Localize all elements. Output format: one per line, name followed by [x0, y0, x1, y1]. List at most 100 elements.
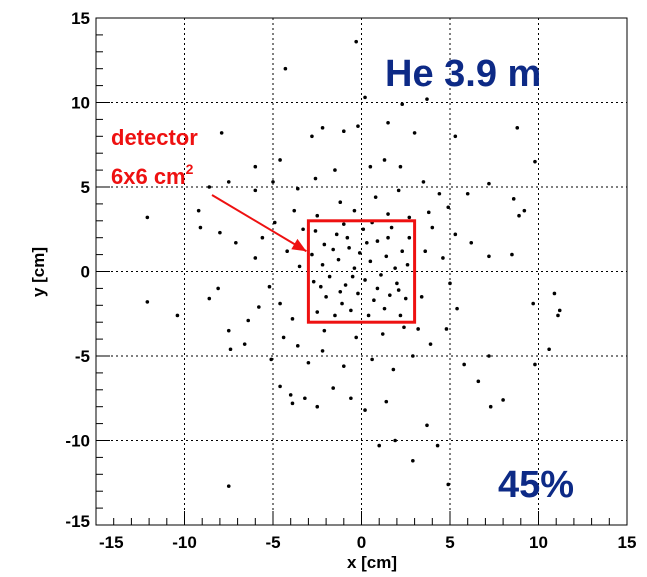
scatter-point	[384, 399, 389, 404]
scatter-point	[242, 342, 247, 346]
scatter-point	[352, 266, 357, 270]
scatter-point	[435, 443, 440, 448]
scatter-point	[396, 288, 401, 292]
scatter-point	[175, 313, 180, 318]
scatter-point	[411, 458, 415, 463]
scatter-point	[354, 39, 358, 44]
scatter-point	[322, 242, 327, 247]
scatter-point	[306, 360, 311, 365]
scatter-point	[372, 298, 376, 303]
scatter-point	[333, 313, 337, 318]
detector-size-text: 6x6 cm	[111, 164, 186, 189]
scatter-point	[357, 251, 362, 255]
scatter-point	[425, 423, 429, 428]
scatter-point	[384, 254, 389, 259]
gas-distance-label: He 3.9 m	[385, 53, 541, 95]
scatter-point	[421, 180, 426, 184]
scatter-point	[511, 197, 516, 201]
scatter-point	[388, 293, 392, 297]
scatter-point	[320, 262, 325, 267]
scatter-point	[338, 200, 343, 205]
scatter-point	[395, 281, 399, 286]
scatter-point	[318, 284, 323, 289]
scatter-point	[253, 256, 258, 260]
scatter-point	[379, 273, 383, 277]
scatter-point	[552, 291, 557, 296]
scatter-point	[426, 210, 431, 215]
scatter-point	[517, 213, 521, 218]
scatter-point	[260, 235, 265, 240]
scatter-point	[292, 208, 297, 213]
scatter-point	[533, 159, 537, 164]
scatter-point	[453, 134, 458, 139]
scatter-point	[226, 484, 231, 488]
y-tick-label: -5	[75, 347, 90, 366]
scatter-point	[349, 396, 353, 401]
scatter-point	[218, 230, 222, 235]
scatter-point	[340, 301, 344, 306]
scatter-point	[267, 284, 272, 289]
scatter-point	[380, 332, 385, 336]
scatter-point	[219, 131, 224, 135]
scatter-point	[281, 335, 286, 340]
scatter-point	[356, 124, 360, 128]
scatter-point	[389, 225, 394, 230]
scatter-point	[234, 240, 238, 245]
scatter-point	[295, 344, 300, 348]
y-tick-labels: -15 -10 -5 0 5 10 15	[65, 9, 90, 531]
scatter-point	[278, 384, 282, 389]
x-axis-title: x [cm]	[347, 553, 397, 572]
scatter-point	[278, 158, 282, 162]
scatter-point	[375, 239, 380, 243]
scatter-point	[271, 180, 275, 184]
scatter-point	[226, 180, 231, 184]
scatter-point	[368, 164, 373, 169]
scatter-point	[488, 404, 493, 409]
scatter-point	[295, 186, 300, 191]
scatter-point	[476, 379, 481, 384]
scatter-point	[338, 289, 343, 294]
scatter-point	[322, 328, 327, 333]
y-tick-label: 0	[81, 263, 90, 282]
scatter-point	[412, 131, 417, 135]
scatter-point	[446, 205, 451, 210]
scatter-point	[391, 367, 396, 372]
axis-ticks	[95, 17, 628, 526]
scatter-point	[327, 274, 332, 279]
scatter-point	[398, 313, 403, 318]
scatter-point	[368, 259, 373, 264]
scatter-point	[342, 364, 346, 368]
scatter-point	[430, 225, 435, 230]
detector-size-superscript: 2	[186, 161, 194, 177]
scatter-point	[425, 97, 429, 101]
scatter-point	[547, 347, 551, 352]
scatter-point	[437, 191, 442, 196]
scatter-point	[269, 357, 274, 362]
scatter-point	[272, 220, 277, 225]
scatter-point	[343, 283, 348, 287]
y-tick-label: -15	[65, 512, 90, 531]
scatter-point	[382, 158, 387, 162]
scatter-point	[246, 318, 251, 323]
scatter-point	[386, 212, 390, 216]
scatter-point	[145, 215, 150, 220]
scatter-point	[297, 264, 302, 269]
detector-box	[306, 219, 417, 324]
scatter-point	[310, 134, 314, 139]
scatter-point	[285, 249, 289, 254]
scatter-point	[342, 129, 346, 134]
scatter-point	[198, 225, 203, 230]
scatter-point	[455, 306, 459, 311]
y-tick-label: 5	[81, 178, 90, 197]
scatter-point	[533, 362, 537, 367]
scatter-point	[283, 66, 288, 71]
scatter-point	[398, 164, 403, 169]
scatter-point	[396, 188, 401, 193]
x-tick-label: -5	[265, 533, 280, 552]
scatter-point	[145, 300, 150, 304]
scatter-point	[313, 229, 318, 233]
scatter-point	[331, 247, 335, 252]
scatter-point	[363, 278, 367, 282]
scatter-point	[515, 126, 520, 130]
scatter-point	[334, 232, 339, 237]
